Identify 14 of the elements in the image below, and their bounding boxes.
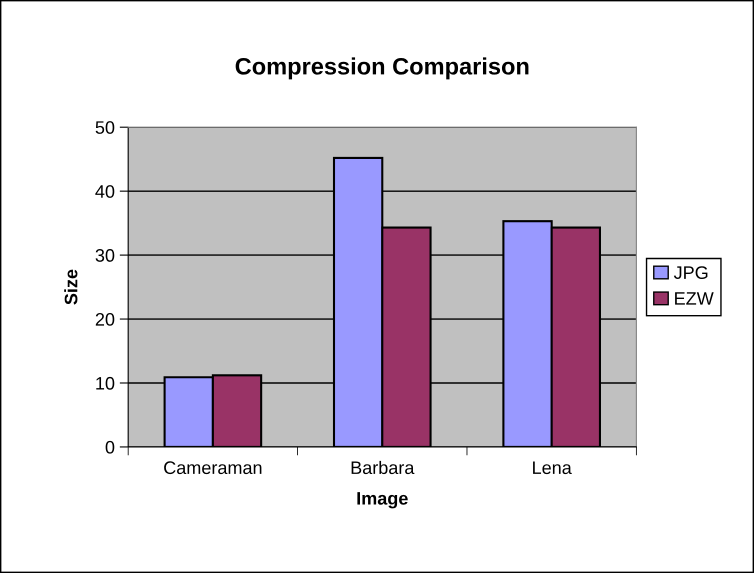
legend-label: EZW xyxy=(675,292,714,305)
y-tick-label: 40 xyxy=(95,185,114,198)
y-tick-label: 20 xyxy=(96,312,114,326)
y-tick-label: 0 xyxy=(106,440,114,454)
x-tick-label: Barbara xyxy=(352,460,414,474)
legend-label: JPG xyxy=(674,266,708,279)
chart-title: Compression Comparison xyxy=(236,57,528,80)
y-axis-title: Size xyxy=(64,270,78,305)
y-tick-label: 50 xyxy=(96,121,114,134)
x-tick-label: Lena xyxy=(533,461,572,474)
x-axis-title: Image xyxy=(357,492,408,508)
x-tick-label: Cameraman xyxy=(164,461,262,474)
y-tick-label: 10 xyxy=(96,376,114,390)
y-tick-label: 30 xyxy=(96,249,114,262)
